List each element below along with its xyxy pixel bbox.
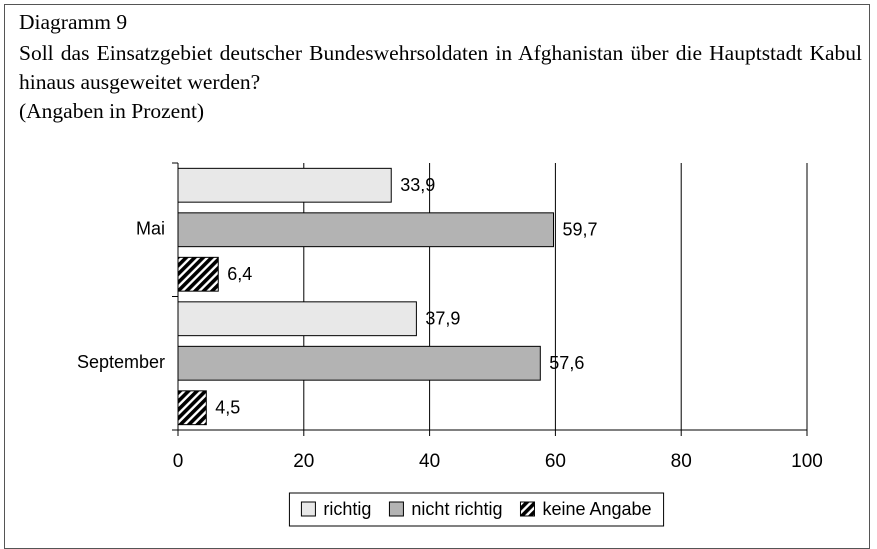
bar	[177, 256, 219, 292]
chart-note: (Angaben in Prozent)	[19, 99, 205, 123]
legend-swatch	[388, 501, 404, 517]
legend-label: keine Angabe	[542, 499, 651, 519]
x-tick-label: 60	[545, 451, 566, 472]
value-label: 37,9	[425, 309, 460, 329]
x-tick-label: 40	[419, 451, 440, 472]
legend-label: nicht richtig	[411, 499, 502, 519]
bar	[177, 212, 555, 248]
legend-swatch	[519, 501, 535, 517]
y-tick-label: Mai	[136, 219, 165, 239]
legend-label: richtig	[323, 499, 371, 519]
bar	[177, 390, 207, 426]
x-tick-label: 80	[671, 451, 692, 472]
x-tick-label: 0	[173, 451, 184, 472]
value-label: 6,4	[227, 264, 252, 284]
value-label: 57,6	[549, 353, 584, 373]
chart-subtitle: Soll das Einsatzgebiet deutscher Bundesw…	[19, 41, 862, 94]
chart-title: Diagramm 9	[19, 10, 128, 34]
value-label: 59,7	[563, 220, 598, 240]
legend-swatch	[300, 501, 316, 517]
x-tick-label: 20	[293, 451, 314, 472]
y-tick-label: September	[77, 352, 165, 372]
x-tick-label: 100	[791, 451, 823, 472]
bar	[177, 167, 392, 203]
legend	[288, 492, 665, 527]
value-label: 4,5	[215, 398, 240, 418]
bar	[177, 345, 541, 381]
bar	[177, 301, 417, 337]
value-label: 33,9	[400, 175, 435, 195]
